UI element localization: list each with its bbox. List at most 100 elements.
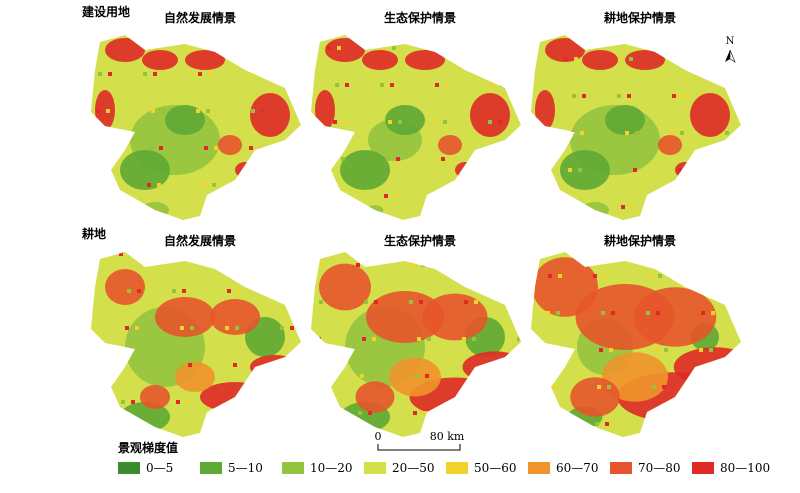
map-cell [627, 94, 631, 98]
map-cell [664, 348, 668, 352]
map-cell [372, 337, 376, 341]
map-cell [368, 411, 372, 415]
map-patch [200, 382, 270, 412]
map-patch [175, 362, 215, 392]
map-cell [517, 337, 521, 341]
scale-end: 80 km [430, 430, 465, 443]
map-patch [422, 293, 488, 341]
map-cell [502, 46, 506, 50]
map-cell [133, 363, 137, 367]
map-cell [172, 289, 176, 293]
map-cell [705, 422, 709, 426]
map-cell [202, 183, 206, 187]
map-patch [140, 385, 170, 409]
map-cell [498, 120, 502, 124]
map-patch [470, 93, 510, 137]
map-cell [611, 311, 615, 315]
map-cell [157, 183, 161, 187]
map-cell [394, 194, 398, 198]
map-cell [737, 94, 741, 98]
map-cell [243, 363, 247, 367]
map-cell [123, 363, 127, 367]
map-cell [531, 205, 535, 209]
map-cell [678, 168, 682, 172]
map-patch [582, 50, 618, 70]
legend-swatch [118, 462, 140, 474]
map-cell [623, 168, 627, 172]
map-cell [259, 146, 263, 150]
map-patch [535, 90, 555, 130]
map-cell [225, 326, 229, 330]
map-cell [206, 109, 210, 113]
panel-title: 自然发展情景 [164, 10, 236, 25]
map-cell [315, 374, 319, 378]
row-label: 耕地 [82, 226, 106, 241]
map-cell [98, 72, 102, 76]
map-cell [356, 263, 360, 267]
map-cell [542, 385, 546, 389]
map-cell [104, 146, 108, 150]
map-cell [504, 194, 508, 198]
map-cell [311, 263, 315, 267]
map-cell [447, 46, 451, 50]
map-cell [486, 157, 490, 161]
map-cell [341, 157, 345, 161]
map-cell [619, 57, 623, 61]
map-cell [739, 57, 741, 61]
map-patch [235, 162, 255, 178]
map-cell [190, 326, 194, 330]
map-patch [210, 299, 260, 335]
map-patch [385, 105, 425, 135]
map-cell [280, 326, 284, 330]
map-cell [701, 311, 705, 315]
map-cell [464, 300, 468, 304]
map-cell [727, 94, 731, 98]
map-cell [445, 83, 449, 87]
map-cell [566, 205, 570, 209]
map-patch [340, 150, 390, 190]
map-cell [327, 46, 331, 50]
map-cell [319, 300, 323, 304]
map-patch [218, 135, 242, 155]
map-cell [554, 348, 558, 352]
legend-swatch [446, 462, 468, 474]
map-cell [382, 46, 386, 50]
map-cell [715, 422, 719, 426]
map-cell [658, 274, 662, 278]
map-cell [313, 411, 317, 415]
map-cell [398, 120, 402, 124]
legend-label: 0—5 [146, 461, 173, 475]
map-patch [605, 105, 645, 135]
map-cell [733, 168, 737, 172]
map-cell [688, 168, 692, 172]
map-cell [731, 205, 735, 209]
map-cell [255, 35, 259, 39]
map-cell [674, 57, 678, 61]
map-cell [121, 400, 125, 404]
map-cell [186, 400, 190, 404]
map-cell [204, 146, 208, 150]
map-cell [362, 337, 366, 341]
map-patch [455, 162, 475, 178]
map-cell [119, 252, 123, 256]
map-cell [143, 72, 147, 76]
map-cell [229, 252, 233, 256]
map-cell [235, 326, 239, 330]
map-cell [137, 289, 141, 293]
map-patch [673, 347, 741, 387]
map-cell [601, 311, 605, 315]
map-cell [233, 363, 237, 367]
map-cell [335, 83, 339, 87]
map-cell [108, 72, 112, 76]
map-patch [438, 135, 462, 155]
map-cell [550, 422, 554, 426]
map-cell [725, 131, 729, 135]
map-cell [196, 109, 200, 113]
map-cell [417, 337, 421, 341]
map-cell [552, 385, 556, 389]
map-cell [625, 131, 629, 135]
map-cell [468, 411, 472, 415]
map-cell [151, 109, 155, 113]
map-cell [409, 300, 413, 304]
